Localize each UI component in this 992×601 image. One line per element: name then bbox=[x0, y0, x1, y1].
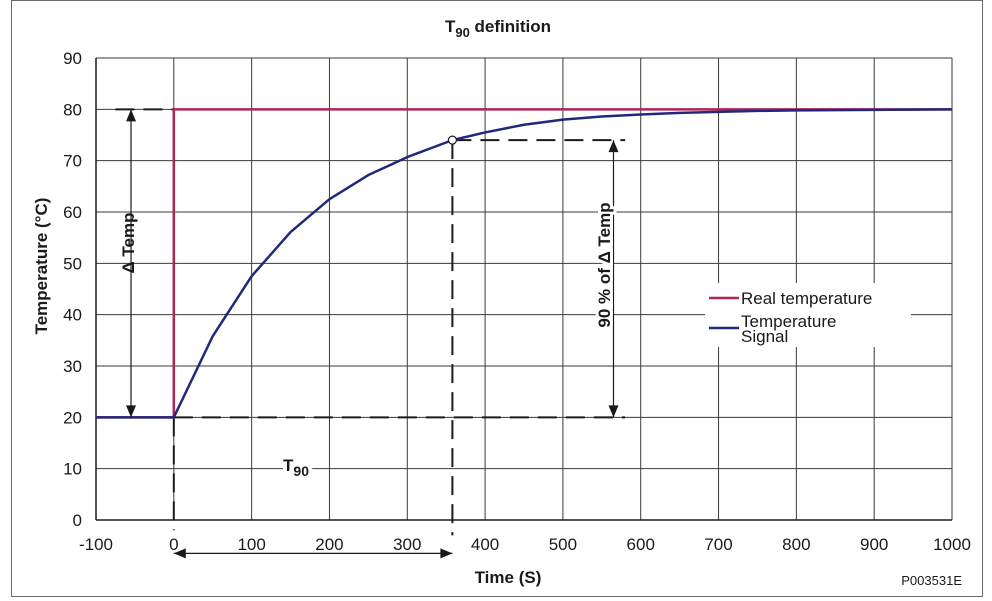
y-tick-label: 80 bbox=[63, 100, 82, 119]
tick-labels: -100 0 100 200 300 400 500 600 700 800 900 1000 0 10 2… bbox=[63, 49, 971, 554]
t90-label: T90 bbox=[283, 456, 309, 479]
x-tick-label: 800 bbox=[782, 535, 810, 554]
delta-temp-label: Δ Temp bbox=[119, 212, 138, 273]
y-tick-label: 60 bbox=[63, 203, 82, 222]
legend: Real temperature Temperature Signal bbox=[705, 283, 911, 347]
series-lines bbox=[96, 108, 953, 419]
ninety-percent-arrow-head bbox=[608, 140, 619, 153]
y-axis-label: Temperature (°C) bbox=[32, 198, 51, 335]
y-tick-label: 90 bbox=[63, 49, 82, 68]
axes bbox=[95, 58, 952, 521]
y-tick-label: 20 bbox=[63, 408, 82, 427]
delta-temp-arrow-head bbox=[126, 109, 137, 122]
legend-label-real: Real temperature bbox=[741, 289, 872, 308]
dimension-arrows bbox=[126, 109, 619, 559]
y-tick-label: 70 bbox=[63, 152, 82, 171]
series-line-signal bbox=[96, 108, 953, 419]
x-tick-label: 400 bbox=[471, 535, 499, 554]
ninety-percent-label: 90 % of Δ Temp bbox=[595, 202, 614, 327]
x-tick-label: -100 bbox=[79, 535, 113, 554]
chart-frame: -100 0 100 200 300 400 500 600 700 800 900 1000 0 10 2… bbox=[11, 0, 983, 597]
reference-dashes bbox=[115, 108, 626, 536]
x-tick-label: 700 bbox=[704, 535, 732, 554]
x-tick-label: 500 bbox=[549, 535, 577, 554]
y-tick-label: 10 bbox=[63, 460, 82, 479]
delta-temp-arrow-head bbox=[126, 405, 137, 418]
chart-title: T90 definition bbox=[445, 17, 551, 40]
ninety-percent-marker bbox=[447, 135, 458, 145]
y-tick-label: 30 bbox=[63, 357, 82, 376]
t90-arrow-head bbox=[440, 548, 453, 559]
figure-code: P003531E bbox=[901, 573, 962, 588]
chart-svg: -100 0 100 200 300 400 500 600 700 800 900 1000 0 10 2… bbox=[32, 17, 971, 588]
y-tick-label: 50 bbox=[63, 254, 82, 273]
legend-label-signal: Temperature Signal bbox=[741, 312, 836, 346]
x-tick-label: 900 bbox=[860, 535, 888, 554]
legend-background bbox=[705, 283, 911, 347]
y-tick-label: 40 bbox=[63, 306, 82, 325]
x-tick-label: 0 bbox=[169, 535, 178, 554]
x-tick-label: 300 bbox=[393, 535, 421, 554]
x-axis-label: Time (S) bbox=[475, 568, 542, 587]
x-tick-label: 600 bbox=[627, 535, 655, 554]
y-tick-label: 0 bbox=[73, 511, 82, 530]
x-tick-label: 1000 bbox=[933, 535, 971, 554]
x-tick-label: 200 bbox=[315, 535, 343, 554]
x-tick-label: 100 bbox=[237, 535, 265, 554]
t90-arrow-head bbox=[173, 548, 186, 559]
ninety-percent-arrow-head bbox=[608, 405, 619, 418]
